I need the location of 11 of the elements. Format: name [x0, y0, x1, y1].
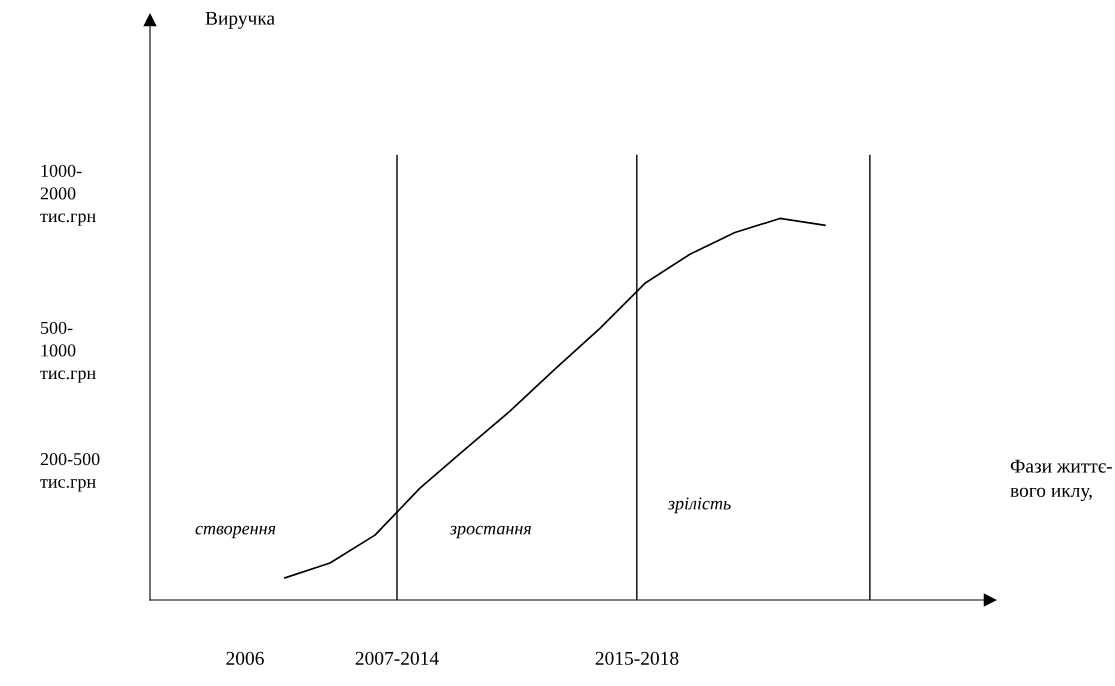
text: 2007-2014 — [355, 651, 439, 665]
text: Виручка — [205, 11, 275, 29]
annotation: зростання — [449, 525, 531, 539]
annotation: створення — [195, 525, 276, 539]
text: 500- 1000 тис.грн — [40, 321, 96, 383]
text: 2006 — [226, 651, 264, 665]
text: 200-500 тис.грн — [40, 453, 100, 492]
text: Фази життє- вого иклу, — [1010, 459, 1112, 502]
annotation: зрілість — [667, 497, 731, 514]
text: 1000- 2000 тис.грн — [40, 164, 96, 226]
text: 2015-2018 — [595, 651, 679, 665]
